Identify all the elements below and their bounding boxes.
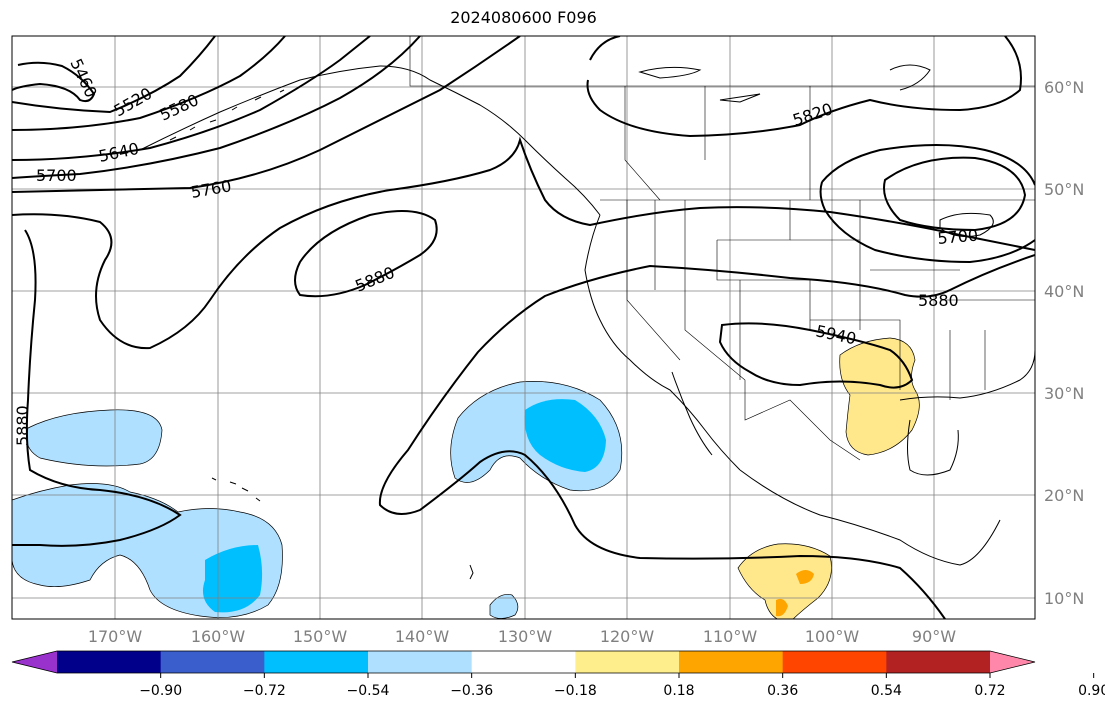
- colorbar-segment: [264, 651, 369, 673]
- lon-label: 120°W: [600, 627, 655, 646]
- colorbar-tick-label: −0.18: [554, 683, 597, 699]
- colorbar-tick-label: 0.18: [663, 683, 694, 699]
- map-frame: [11, 35, 1036, 620]
- colorbar-tick-label: −0.36: [450, 683, 493, 699]
- lat-label: 20°N: [1044, 486, 1084, 505]
- colorbar-extend-low: [12, 651, 57, 673]
- contour-5940: [718, 322, 914, 389]
- lon-label: 110°W: [703, 627, 758, 646]
- lon-label: 150°W: [293, 627, 348, 646]
- lon-label: 170°W: [88, 627, 143, 646]
- lat-label: 60°N: [1044, 78, 1084, 97]
- longitude-labels: 170°W 160°W 150°W 140°W 130°W 120°W 110°…: [88, 627, 956, 646]
- light-blue-region-small: [489, 594, 519, 619]
- lat-label: 30°N: [1044, 384, 1084, 403]
- contour-5820: [586, 36, 1022, 138]
- colorbar-segment: [782, 651, 887, 673]
- contour-5640: [12, 36, 371, 161]
- lon-label: 130°W: [498, 627, 553, 646]
- height-contours: [12, 36, 1035, 619]
- latitude-labels: 60°N 50°N 40°N 30°N 20°N 10°N: [1044, 78, 1084, 608]
- contour-5700: [12, 36, 421, 179]
- colorbar-segment: [368, 651, 473, 673]
- lon-label: 100°W: [805, 627, 860, 646]
- contour-label: 5700: [36, 166, 77, 185]
- colorbar-tick-label: 0.90: [1078, 683, 1105, 699]
- contour-5760: [12, 36, 521, 193]
- colorbar-outline: [11, 650, 1036, 674]
- orange-region-pacific: [776, 570, 814, 617]
- colorbar-extend-high: [990, 651, 1035, 673]
- gridlines: [12, 36, 1035, 619]
- lat-label: 10°N: [1044, 589, 1084, 608]
- lat-label: 50°N: [1044, 180, 1084, 199]
- contour-5880-loop: [294, 210, 438, 298]
- coastlines: [139, 64, 1035, 580]
- contour-5880-west: [12, 229, 182, 547]
- lon-label: 160°W: [191, 627, 246, 646]
- contour-5520: [12, 36, 216, 114]
- lon-label: 90°W: [912, 627, 956, 646]
- colorbar-segment: [886, 651, 991, 673]
- contour-5580: [12, 36, 286, 131]
- contour-5880-big: [12, 136, 1035, 350]
- political-borders: [409, 36, 1035, 461]
- colorbar-tick-label: 0.72: [974, 683, 1005, 699]
- blue-region-central: [524, 399, 606, 472]
- colorbar-tick-label: −0.72: [243, 683, 286, 699]
- contour-label: 5880: [13, 405, 32, 446]
- lon-label: 140°W: [395, 627, 450, 646]
- contour-5460: [12, 61, 96, 103]
- colorbar-segment: [57, 651, 162, 673]
- colorbar-tick-label: 0.54: [871, 683, 902, 699]
- contour-label: 5700: [937, 226, 979, 248]
- light-blue-region-west: [26, 409, 163, 467]
- colorbar-tick-label: −0.90: [139, 683, 182, 699]
- colorbar-tick-label: −0.54: [347, 683, 390, 699]
- colorbar-segment: [160, 651, 265, 673]
- contour-5880-south: [378, 254, 1035, 619]
- colorbar-segment: [575, 651, 680, 673]
- lat-label: 40°N: [1044, 282, 1084, 301]
- yellow-region-texas: [839, 337, 920, 456]
- colorbar-tick-label: 0.36: [767, 683, 798, 699]
- colorbar-segment: [679, 651, 784, 673]
- colorbar: −0.90 −0.72 −0.54 −0.36 −0.18 0.18 0.36 0.54 0.7…: [11, 650, 1105, 699]
- map-title: 2024080600 F096: [450, 8, 597, 27]
- contour-5760-east: [819, 144, 1035, 264]
- contour-label: 5880: [918, 291, 959, 310]
- contour-5700-east: [883, 156, 1027, 232]
- colorbar-segment: [471, 651, 576, 673]
